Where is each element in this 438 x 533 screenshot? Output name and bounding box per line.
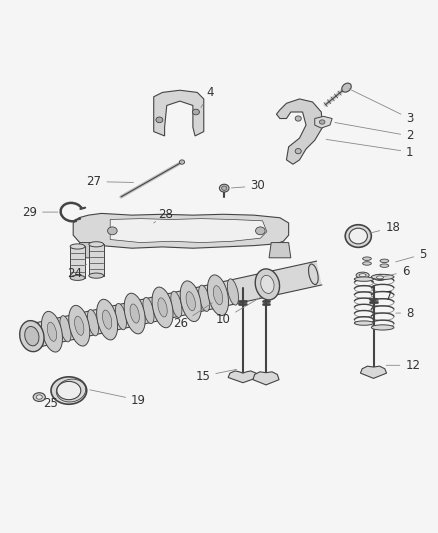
Polygon shape — [110, 219, 267, 243]
Ellipse shape — [295, 116, 301, 121]
Ellipse shape — [359, 273, 366, 277]
Ellipse shape — [208, 275, 229, 316]
Ellipse shape — [380, 259, 389, 263]
Ellipse shape — [115, 303, 127, 330]
Ellipse shape — [32, 322, 43, 348]
Ellipse shape — [47, 322, 57, 341]
Ellipse shape — [60, 316, 71, 342]
Text: 1: 1 — [326, 140, 413, 158]
Polygon shape — [73, 213, 289, 248]
Ellipse shape — [156, 117, 163, 123]
Text: 18: 18 — [370, 221, 400, 234]
Ellipse shape — [186, 292, 195, 311]
Ellipse shape — [108, 227, 117, 235]
Polygon shape — [315, 116, 332, 128]
Ellipse shape — [319, 120, 325, 124]
Polygon shape — [228, 371, 258, 383]
Ellipse shape — [227, 279, 238, 305]
Ellipse shape — [192, 109, 199, 115]
Ellipse shape — [42, 311, 63, 352]
Text: 10: 10 — [215, 297, 260, 326]
Ellipse shape — [255, 227, 265, 235]
Text: 26: 26 — [173, 303, 212, 330]
Ellipse shape — [89, 241, 104, 247]
Ellipse shape — [371, 325, 394, 330]
Ellipse shape — [152, 287, 173, 328]
Text: 27: 27 — [86, 175, 134, 188]
Ellipse shape — [158, 298, 167, 317]
Bar — [70, 246, 85, 278]
Ellipse shape — [25, 326, 39, 346]
Ellipse shape — [345, 225, 371, 247]
Text: 5: 5 — [396, 248, 427, 262]
Ellipse shape — [180, 160, 185, 164]
Ellipse shape — [57, 382, 81, 400]
Ellipse shape — [74, 316, 84, 335]
Text: 15: 15 — [195, 369, 237, 383]
Ellipse shape — [143, 297, 154, 324]
Text: 24: 24 — [67, 264, 87, 279]
Polygon shape — [269, 243, 291, 258]
Bar — [89, 244, 104, 276]
Ellipse shape — [36, 395, 42, 399]
Ellipse shape — [356, 272, 369, 278]
Text: 8: 8 — [396, 306, 413, 320]
Ellipse shape — [70, 275, 85, 280]
Text: 19: 19 — [90, 390, 146, 407]
Polygon shape — [78, 243, 99, 258]
Ellipse shape — [363, 257, 371, 261]
Ellipse shape — [69, 305, 90, 346]
Ellipse shape — [199, 285, 210, 311]
Ellipse shape — [342, 83, 351, 92]
Ellipse shape — [380, 264, 389, 268]
Ellipse shape — [130, 304, 139, 323]
Ellipse shape — [97, 299, 118, 340]
Ellipse shape — [377, 276, 384, 279]
Ellipse shape — [222, 186, 227, 190]
Ellipse shape — [102, 310, 112, 329]
Ellipse shape — [124, 293, 145, 334]
Ellipse shape — [213, 286, 223, 305]
Ellipse shape — [219, 184, 229, 192]
Ellipse shape — [371, 274, 394, 279]
Ellipse shape — [180, 281, 201, 321]
Ellipse shape — [261, 276, 274, 294]
Text: 28: 28 — [154, 208, 173, 223]
Text: 30: 30 — [231, 180, 265, 192]
Text: 25: 25 — [39, 397, 58, 410]
Text: 12: 12 — [386, 359, 420, 372]
Text: 2: 2 — [335, 123, 413, 142]
Ellipse shape — [70, 244, 85, 249]
Text: 4: 4 — [201, 86, 214, 108]
Polygon shape — [253, 372, 279, 385]
Ellipse shape — [89, 273, 104, 278]
Ellipse shape — [51, 377, 87, 404]
Ellipse shape — [255, 269, 279, 300]
Text: 6: 6 — [383, 265, 409, 278]
Ellipse shape — [349, 228, 367, 244]
Ellipse shape — [363, 262, 371, 265]
Ellipse shape — [171, 291, 182, 318]
Ellipse shape — [295, 149, 301, 154]
Polygon shape — [29, 261, 322, 348]
Ellipse shape — [33, 393, 46, 401]
Ellipse shape — [20, 321, 44, 352]
Ellipse shape — [354, 321, 374, 325]
Ellipse shape — [374, 274, 387, 280]
Text: 3: 3 — [349, 89, 413, 125]
Polygon shape — [154, 90, 204, 136]
Text: 7: 7 — [377, 289, 393, 303]
Polygon shape — [276, 99, 322, 164]
Text: 29: 29 — [22, 206, 58, 219]
Ellipse shape — [88, 310, 99, 336]
Ellipse shape — [354, 277, 374, 281]
Polygon shape — [360, 366, 387, 378]
Ellipse shape — [308, 264, 318, 285]
